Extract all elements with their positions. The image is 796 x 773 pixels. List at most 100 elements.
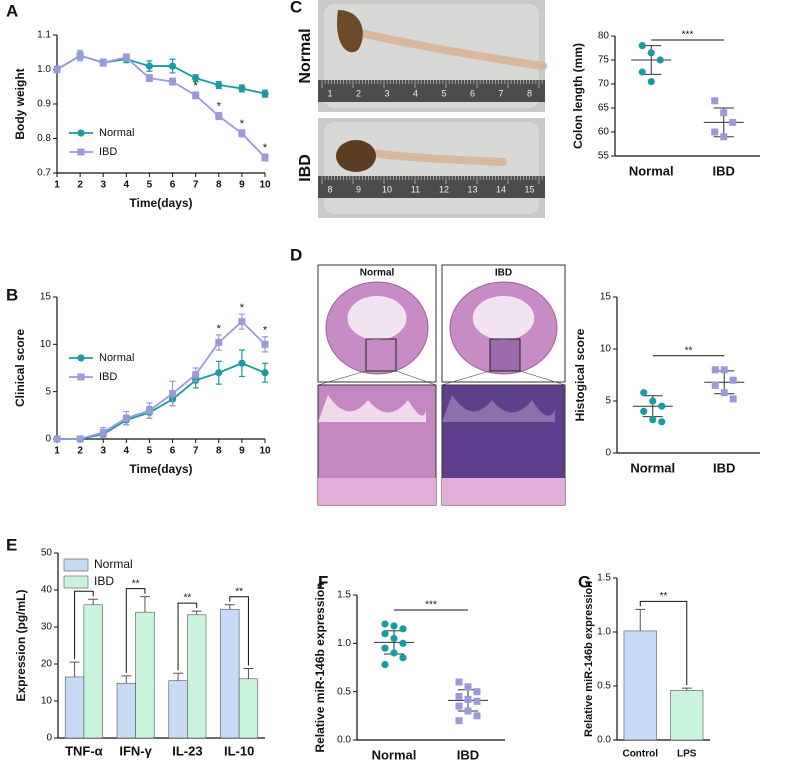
ruler-number: 11	[411, 184, 420, 194]
point	[729, 376, 737, 384]
x-tick-label: 1	[54, 446, 60, 457]
x-tick-label: 10	[259, 446, 271, 457]
significance: **	[132, 578, 140, 589]
legend-label: Normal	[99, 127, 134, 139]
error-bar	[139, 596, 150, 613]
x-tick-label: Normal	[372, 747, 417, 762]
point	[99, 59, 107, 67]
x-tick-label: 1	[54, 180, 60, 191]
point	[53, 435, 61, 443]
significance: ***	[425, 600, 437, 611]
ruler-number: 10	[382, 184, 392, 194]
error-bar	[121, 675, 132, 684]
y-tick-label: 15	[40, 292, 52, 303]
x-tick-label: 2	[77, 446, 83, 457]
point	[720, 133, 728, 141]
ruler-number: 3	[384, 88, 389, 98]
panel-letter: B	[6, 285, 18, 304]
significance-bracket	[74, 590, 94, 660]
point	[238, 359, 246, 367]
point	[77, 354, 85, 362]
x-tick-label: IBD	[713, 460, 735, 475]
zoom-line	[317, 370, 367, 386]
legend-label: Normal	[99, 352, 134, 364]
x-tick-label: 4	[124, 446, 130, 457]
colon-cecum	[337, 10, 363, 53]
point	[215, 369, 223, 377]
point	[390, 622, 398, 630]
point	[122, 414, 130, 422]
legend-label: Normal	[94, 557, 133, 571]
y-tick-label: 1.0	[337, 638, 351, 649]
y-axis-label: Relative miR-146b expression	[313, 582, 327, 752]
panel-letter: F	[318, 572, 328, 591]
point	[192, 371, 200, 379]
colon-tissue	[359, 148, 507, 166]
point	[658, 418, 666, 426]
point	[381, 620, 389, 628]
error-bar	[69, 661, 80, 677]
point	[192, 91, 200, 99]
significance: **	[685, 345, 693, 356]
error-bar	[681, 687, 692, 691]
bar	[64, 676, 85, 739]
y-tick-label: 70	[598, 79, 610, 90]
x-tick-label: IL-10	[224, 743, 254, 758]
significance: *	[263, 325, 268, 337]
y-tick-label: 40	[41, 585, 53, 596]
point	[729, 118, 737, 126]
point	[77, 148, 85, 156]
point	[261, 340, 269, 348]
point	[99, 428, 107, 436]
muscle-layer	[318, 478, 436, 505]
bar	[623, 630, 657, 741]
point	[455, 693, 463, 700]
point	[145, 74, 153, 82]
bar	[168, 680, 188, 739]
point	[638, 68, 646, 76]
zoom-line	[395, 370, 437, 386]
y-tick-label: 80	[598, 31, 610, 42]
ruler	[318, 176, 545, 198]
ruler-number: 15	[524, 184, 534, 194]
point	[399, 639, 407, 647]
significance: *	[240, 302, 245, 314]
point	[145, 407, 153, 415]
point	[729, 395, 737, 403]
point	[122, 53, 130, 61]
point	[76, 435, 84, 443]
point	[381, 644, 389, 652]
significance: *	[217, 101, 222, 113]
significance-bracket	[229, 596, 249, 666]
colon-cecum	[336, 140, 376, 172]
x-tick-label: IFN-γ	[119, 743, 152, 758]
point	[720, 389, 728, 397]
x-axis-label: Time(days)	[129, 196, 192, 210]
bar	[116, 682, 136, 739]
point	[192, 74, 200, 82]
significance: **	[183, 593, 191, 604]
significance: *	[240, 118, 245, 130]
legend-swatch	[63, 558, 89, 572]
legend-label: IBD	[99, 146, 117, 158]
error-bar	[224, 604, 235, 610]
point	[455, 702, 463, 710]
point	[381, 630, 389, 638]
tissue-lumen	[472, 296, 535, 340]
y-tick-label: 1.5	[337, 590, 351, 601]
y-tick-label: 75	[598, 55, 610, 66]
y-tick-label: 55	[598, 151, 610, 162]
series-line	[56, 54, 266, 159]
y-tick-label: 0.0	[597, 735, 611, 746]
point	[238, 318, 246, 326]
y-tick-label: 0.9	[37, 99, 51, 110]
bar	[187, 614, 207, 739]
point	[647, 78, 655, 86]
point	[464, 683, 472, 691]
x-tick-label: 5	[147, 446, 153, 457]
error-bar	[635, 608, 646, 631]
point	[215, 338, 223, 346]
zoom-box	[365, 338, 397, 372]
y-tick-label: 0.7	[37, 168, 51, 179]
point	[647, 49, 655, 57]
